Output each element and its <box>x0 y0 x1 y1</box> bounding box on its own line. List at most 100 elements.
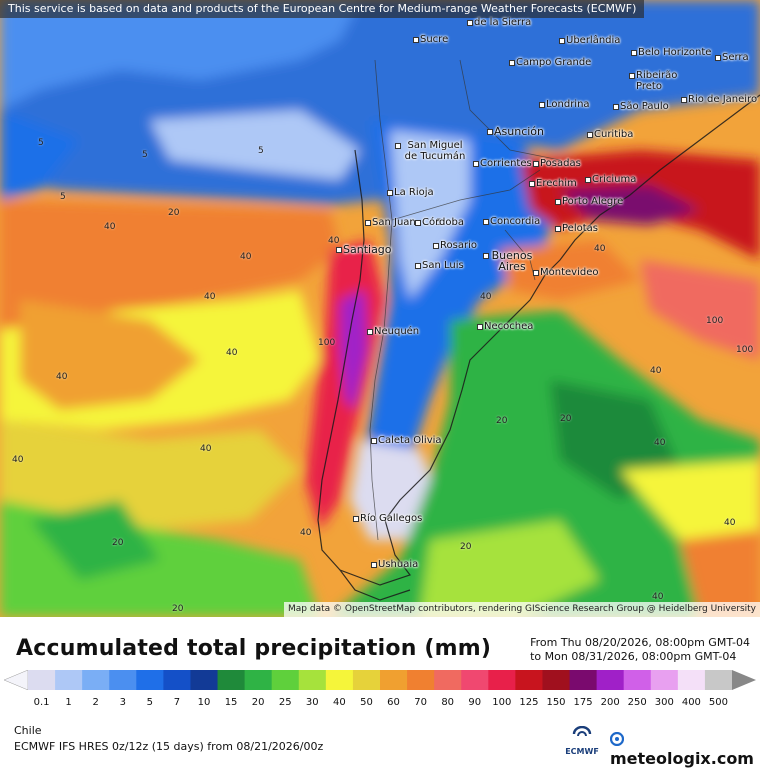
city-label[interactable]: Ushuaia <box>370 559 419 570</box>
city-label[interactable]: Ribeirão Preto <box>629 70 682 92</box>
region-label: Chile <box>14 724 42 737</box>
city-label[interactable]: San Luis <box>415 260 464 271</box>
city-label[interactable]: Sucre <box>412 34 449 45</box>
city-label[interactable]: San Juan <box>365 217 416 228</box>
city-label[interactable]: Santiago <box>336 243 392 256</box>
legend-tick-label: 80 <box>441 697 455 708</box>
city-label[interactable]: de la Sierra <box>466 17 532 28</box>
legend-swatch <box>515 670 543 690</box>
legend-tick-label: 400 <box>681 697 701 708</box>
city-label[interactable]: Uberlândia <box>558 35 621 46</box>
legend-tick-label: 70 <box>414 697 427 708</box>
ecmwf-logo-text: ECMWF <box>565 747 599 756</box>
city-label[interactable]: São Paulo <box>613 101 669 112</box>
ecmwf-logo: ECMWF <box>562 725 602 756</box>
city-label[interactable]: Rio de Janeiro <box>680 94 758 105</box>
period-from: From Thu 08/20/2026, 08:00pm GMT-04 <box>530 636 750 649</box>
city-label[interactable]: Córdoba <box>415 217 464 228</box>
legend-swatch <box>190 670 219 690</box>
contour-label: 100 <box>318 338 336 348</box>
city-label[interactable]: Corrientes <box>473 158 532 169</box>
color-scale-legend <box>4 670 756 690</box>
city-label[interactable]: Pelotas <box>555 223 598 234</box>
contour-label: 5 <box>142 150 148 160</box>
contour-label: 20 <box>172 604 184 614</box>
contour-label: 5 <box>258 146 264 156</box>
period-to: to Mon 08/31/2026, 08:00pm GMT-04 <box>530 650 737 663</box>
legend-tick-label: 7 <box>173 697 181 708</box>
city-label[interactable]: La Rioja <box>387 187 434 198</box>
legend-swatch <box>569 670 598 690</box>
city-label[interactable]: Porto Alegre <box>554 196 624 207</box>
contour-label: 20 <box>560 414 572 424</box>
legend-swatch <box>434 670 462 690</box>
legend-arrow-left <box>4 670 29 690</box>
contour-label: 5 <box>436 218 442 228</box>
city-label[interactable]: Erechim <box>529 178 577 189</box>
legend-swatch <box>542 670 571 690</box>
city-label[interactable]: Curitiba <box>586 129 634 140</box>
contour-label: 20 <box>460 542 472 552</box>
legend-swatch <box>244 670 273 690</box>
city-label[interactable]: Posadas <box>533 158 581 169</box>
city-label[interactable]: Belo Horizonte <box>630 47 712 58</box>
legend-tick-label: 5 <box>146 697 154 708</box>
brand-name: meteologix <box>610 749 711 768</box>
precipitation-field <box>0 0 760 617</box>
city-label[interactable]: Neuquén <box>366 326 420 337</box>
legend-swatch <box>136 670 164 690</box>
city-label[interactable]: Concordia <box>482 216 541 227</box>
contour-label: 40 <box>328 236 340 246</box>
city-label[interactable]: Caleta Olivia <box>371 435 442 446</box>
legend-tick-label: 60 <box>387 697 400 708</box>
city-label[interactable]: San Miguel de Tucumán <box>395 140 468 162</box>
legend-tick-label: 2 <box>92 697 99 708</box>
legend-swatch <box>596 670 625 690</box>
contour-label: 40 <box>594 244 606 254</box>
contour-label: 40 <box>724 518 736 528</box>
legend-tick-label: 40 <box>333 697 346 708</box>
legend-swatch <box>271 670 300 690</box>
legend-swatch <box>461 670 489 690</box>
legend-arrow-right <box>732 670 756 690</box>
legend-tick-label: 500 <box>708 697 728 708</box>
legend-swatch <box>109 670 137 690</box>
contour-label: 5 <box>38 138 44 148</box>
legend-swatch <box>623 670 652 690</box>
city-label[interactable]: Rosario <box>433 240 477 251</box>
ecmwf-notice: This service is based on data and produc… <box>0 0 645 18</box>
legend-swatch <box>488 670 516 690</box>
city-label[interactable]: Buenos Aires <box>483 249 533 273</box>
contour-label: 100 <box>706 316 724 326</box>
legend-swatch <box>352 670 381 690</box>
city-label[interactable]: Londrina <box>539 99 590 110</box>
city-label[interactable]: Necochea <box>476 321 534 332</box>
contour-label: 40 <box>652 592 664 602</box>
brand-domain: .com <box>710 749 754 768</box>
contour-label: 40 <box>480 292 492 302</box>
chart-title: Accumulated total precipitation (mm) <box>16 636 492 661</box>
precipitation-map[interactable]: This service is based on data and produc… <box>0 0 760 617</box>
contour-label: 40 <box>240 252 252 262</box>
city-label[interactable]: Serra <box>715 52 749 63</box>
city-label[interactable]: Criciuma <box>584 174 637 185</box>
city-label[interactable]: Río Gallegos <box>352 513 423 524</box>
legend-tick-label: 250 <box>627 697 647 708</box>
legend-tick-label: 3 <box>119 697 126 708</box>
city-label[interactable]: Montevideo <box>532 267 599 278</box>
city-label[interactable]: Campo Grande <box>508 57 592 68</box>
map-attribution[interactable]: Map data © OpenStreetMap contributors, r… <box>284 602 760 617</box>
contour-label: 40 <box>654 438 666 448</box>
legend-tick-label: 1 <box>65 697 72 708</box>
legend-tick-labels: 0.1 1 2 3 5 7 10 15 20 25 30 40 50 60 70 80 90 100 125 150 1… <box>0 697 760 709</box>
model-info: ECMWF IFS HRES 0z/12z (15 days) from 08/… <box>14 740 324 753</box>
contour-label: 40 <box>300 528 312 538</box>
contour-label: 5 <box>60 192 66 202</box>
legend-tick-label: 0.1 <box>33 697 50 708</box>
legend-swatch <box>677 670 706 690</box>
contour-label: 40 <box>226 348 238 358</box>
legend-tick-label: 175 <box>573 697 593 708</box>
legend-tick-label: 10 <box>197 697 211 708</box>
meteologix-logo[interactable]: meteologix.com <box>609 730 760 768</box>
city-label[interactable]: Asunción <box>486 125 545 138</box>
